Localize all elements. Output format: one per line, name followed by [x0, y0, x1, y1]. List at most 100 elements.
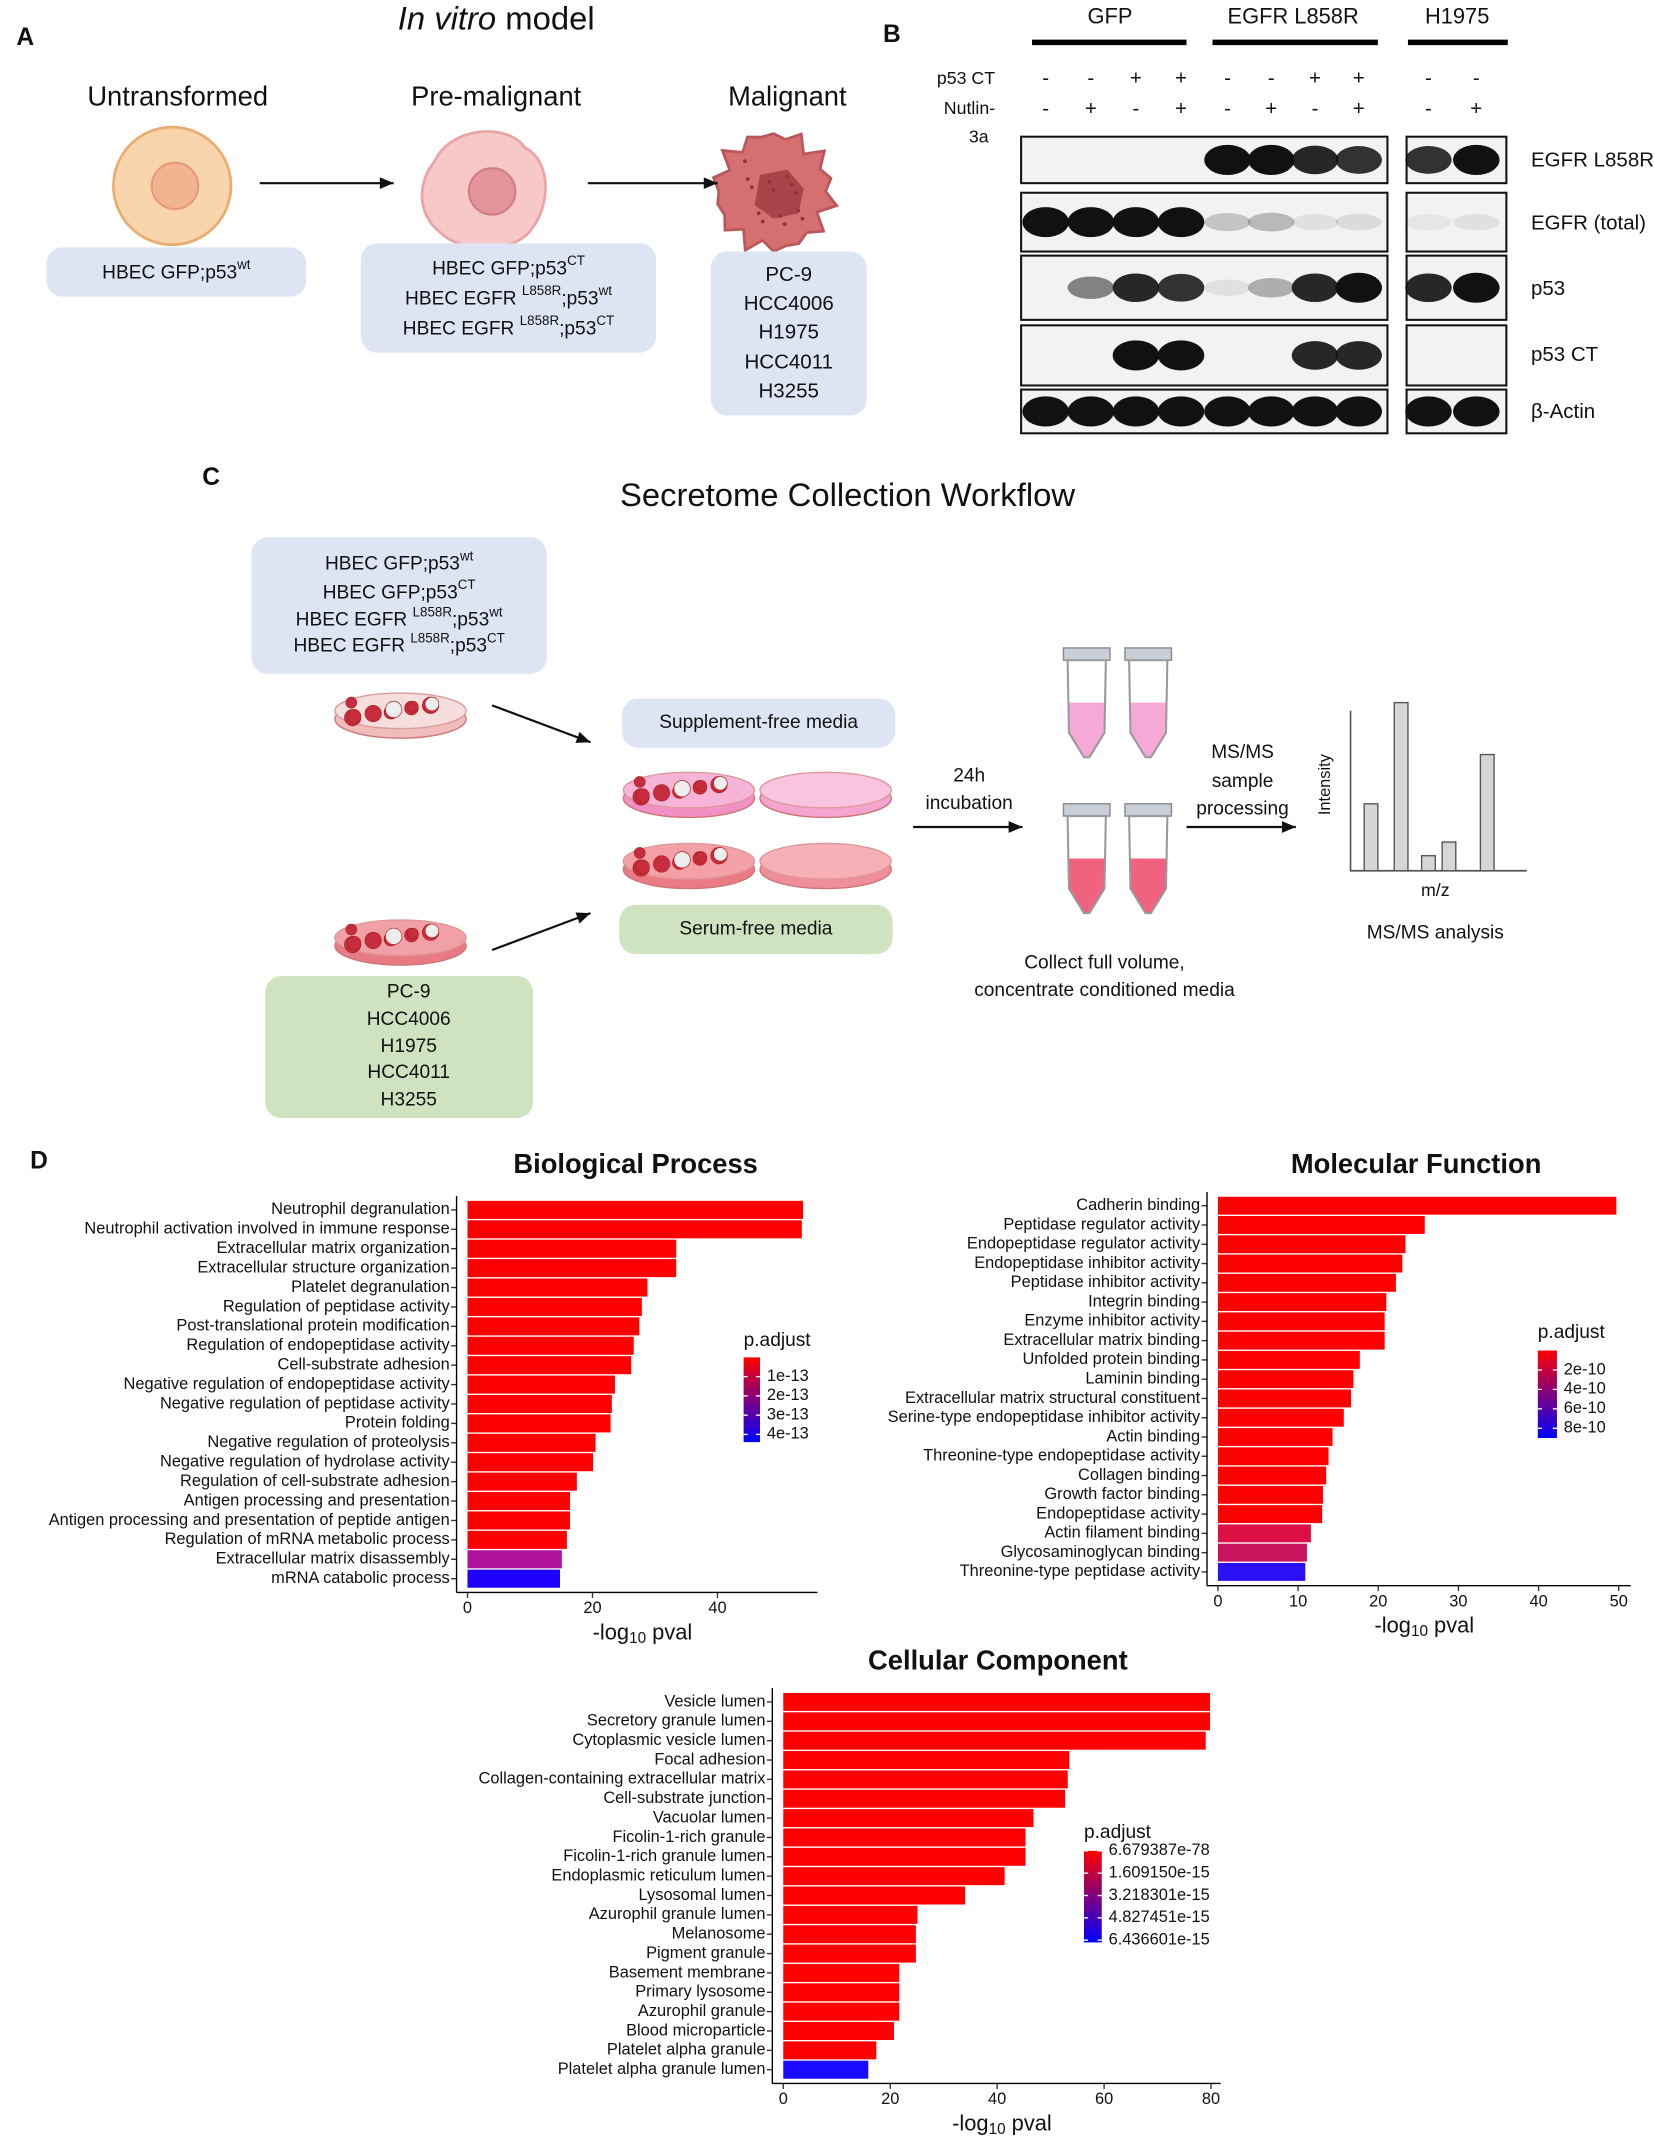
- bar: [467, 1375, 615, 1394]
- y-tick-label: Azurophil granule: [638, 2002, 766, 2020]
- workflow-title: Secretome Collection Workflow: [620, 476, 1075, 513]
- lane-sign: -: [1425, 67, 1432, 90]
- x-axis-label: -log10 pval: [952, 2110, 1052, 2138]
- colorbar: [743, 1357, 761, 1443]
- y-tick-label: Vacuolar lumen: [653, 1808, 766, 1826]
- nucleus: [467, 167, 517, 216]
- speck: [743, 159, 747, 164]
- text-part: HBEC GFP;p53: [325, 554, 460, 575]
- text-part: PC-9: [765, 264, 812, 287]
- legend-label: 4.827451e-15: [1109, 1908, 1210, 1926]
- speck: [771, 188, 776, 192]
- bar: [467, 1414, 611, 1433]
- bar: [1217, 1312, 1385, 1331]
- bar: [1217, 1331, 1385, 1350]
- text-part: ;p53: [450, 636, 487, 657]
- bar: [783, 1944, 916, 1963]
- y-tick-label: Ficolin-1-rich granule lumen: [563, 1847, 765, 1865]
- y-tick-label: Cell-substrate junction: [603, 1789, 765, 1807]
- cell-line: HBEC EGFR L858R;p53wt: [405, 283, 612, 310]
- bar: [467, 1259, 677, 1278]
- y-tick-label: Cadherin binding: [1076, 1196, 1200, 1214]
- bar: [467, 1317, 640, 1336]
- bar: [1217, 1273, 1396, 1292]
- bar: [783, 1712, 1210, 1731]
- text-part: ;p53: [559, 318, 596, 339]
- text-part: pval: [646, 1619, 692, 1644]
- y-tick-label: Peptidase regulator activity: [1003, 1215, 1201, 1233]
- y-tick-label: Actin filament binding: [1044, 1524, 1200, 1542]
- cell-dot: [346, 936, 362, 951]
- text-part: ;p53: [561, 288, 598, 309]
- panel-label: D: [30, 1147, 48, 1174]
- cell-line: HBEC EGFR L858R;p53CT: [403, 313, 614, 340]
- panel-label: B: [883, 21, 901, 48]
- bar: [783, 1886, 966, 1905]
- bar: [783, 1963, 900, 1982]
- y-tick-label: Unfolded protein binding: [1022, 1350, 1200, 1368]
- bar: [467, 1492, 570, 1511]
- y-tick-label: Regulation of endopeptidase activity: [186, 1336, 450, 1354]
- text-part: HBEC GFP;p53: [432, 258, 567, 279]
- media-label: Serum-free media: [679, 919, 832, 940]
- x-tick-label: 0: [1213, 1592, 1222, 1610]
- blot-band: [1204, 279, 1251, 296]
- text-part: ;p53: [452, 610, 489, 631]
- text-part: HBEC EGFR: [293, 636, 410, 657]
- superscript: L858R: [520, 313, 560, 328]
- step-label: sample: [1212, 771, 1274, 792]
- blot-band: [1335, 213, 1382, 231]
- tube-body: [1128, 815, 1169, 915]
- y-tick-label: Regulation of peptidase activity: [223, 1297, 451, 1315]
- blot-band: [1157, 340, 1205, 371]
- bar: [783, 1828, 1026, 1847]
- bar: [783, 2022, 894, 2040]
- title-part: model: [496, 0, 594, 36]
- bar: [1217, 1350, 1360, 1369]
- bar: [467, 1433, 596, 1452]
- y-tick-label: Extracellular matrix disassembly: [216, 1550, 451, 1568]
- y-tick-label: Melanosome: [672, 1925, 766, 1943]
- y-tick-label: Collagen-containing extracellular matrix: [479, 1770, 767, 1788]
- legend-label: 2e-13: [767, 1386, 809, 1404]
- arrow-shaft: [491, 704, 591, 744]
- label-box: [46, 247, 307, 297]
- cell-line: HBEC GFP;p53wt: [102, 257, 251, 284]
- dish-top: [759, 771, 892, 809]
- blot-band: [1453, 272, 1500, 303]
- panel-a-title: In vitro model: [398, 0, 595, 36]
- cell-dot: [713, 847, 728, 862]
- blot-band: [1248, 396, 1295, 427]
- bar: [467, 1569, 560, 1588]
- arrow-head: [575, 912, 591, 924]
- y-tick-label: Antigen processing and presentation: [184, 1491, 450, 1509]
- text-part: HBEC EGFR: [403, 318, 520, 339]
- x-tick-label: 0: [463, 1599, 472, 1617]
- bar: [1217, 1466, 1327, 1485]
- y-tick-label: Platelet alpha granule lumen: [558, 2060, 766, 2078]
- group-label: H1975: [1425, 4, 1489, 29]
- blot-label: p53: [1531, 277, 1565, 300]
- superscript: wt: [598, 283, 613, 298]
- y-tick-label: Ficolin-1-rich granule: [612, 1828, 765, 1846]
- superscript: CT: [458, 577, 476, 592]
- y-tick-label: Negative regulation of endopeptidase act…: [124, 1375, 451, 1393]
- blot-band: [1248, 277, 1295, 298]
- speck: [789, 182, 794, 187]
- blot-band: [1248, 144, 1295, 175]
- panel-label: A: [16, 24, 34, 51]
- step-label: MS/MS: [1211, 742, 1274, 763]
- blot-band: [1204, 396, 1251, 427]
- bar: [467, 1530, 567, 1549]
- bar: [783, 1983, 900, 2002]
- blot-label: β-Actin: [1531, 400, 1595, 423]
- cell-dot: [653, 855, 671, 873]
- y-tick-label: Pigment granule: [646, 1944, 765, 1962]
- y-tick-label: Negative regulation of hydrolase activit…: [160, 1453, 451, 1471]
- blot-band: [1405, 396, 1452, 427]
- cell-line: HBEC EGFR L858R;p53CT: [293, 630, 504, 657]
- cell-line: HCC4006: [367, 1009, 451, 1030]
- blot-band: [1067, 207, 1115, 238]
- lane-sign: +: [1130, 67, 1142, 90]
